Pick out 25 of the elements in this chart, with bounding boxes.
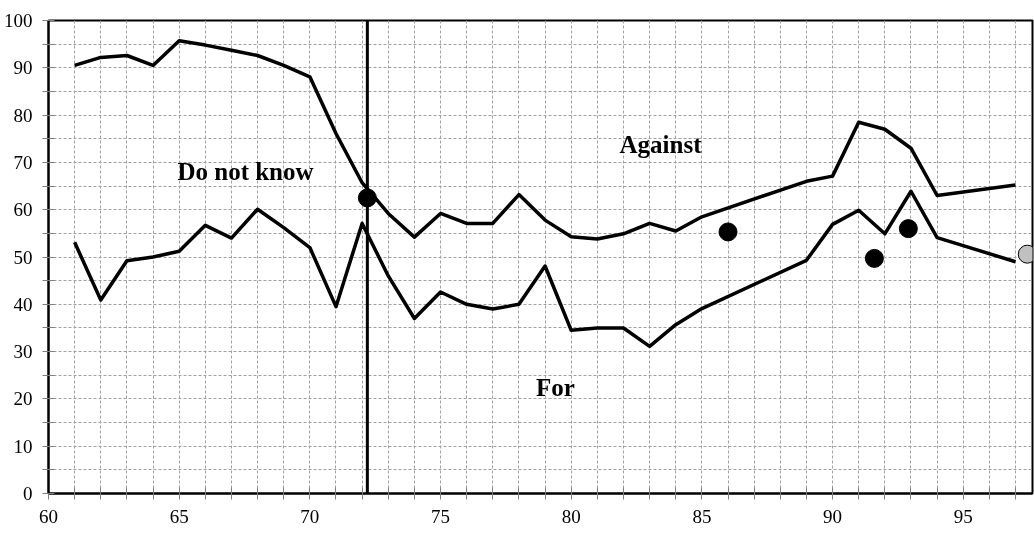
- x-tick-label: 60: [39, 505, 58, 527]
- annotation: Against: [619, 131, 703, 158]
- point: [898, 219, 918, 239]
- annotation: For: [536, 374, 575, 401]
- y-tick-label: 20: [13, 388, 33, 410]
- x-tick-label: 80: [561, 505, 581, 527]
- y-tick-label: 40: [13, 293, 33, 315]
- y-tick-label: 100: [4, 10, 33, 31]
- y-tick-label: 60: [13, 199, 33, 221]
- y-tick-label: 0: [23, 483, 33, 504]
- y-tick-label: 90: [13, 57, 33, 79]
- y-tick-label: 50: [13, 246, 33, 268]
- point: [864, 248, 884, 268]
- point: [718, 222, 738, 242]
- x-tick-label: 70: [300, 505, 320, 527]
- y-tick-label: 80: [13, 104, 33, 126]
- x-tick-label: 95: [953, 505, 973, 527]
- y-tick-label: 70: [13, 151, 33, 173]
- x-tick-label: 65: [169, 505, 189, 527]
- y-tick-label: 10: [13, 435, 33, 457]
- x-tick-label: 90: [823, 505, 843, 527]
- x-tick-label: 85: [692, 505, 712, 527]
- x-tick-label: 75: [431, 505, 451, 527]
- y-tick-label: 30: [13, 341, 33, 363]
- annotation: Do not know: [177, 158, 314, 185]
